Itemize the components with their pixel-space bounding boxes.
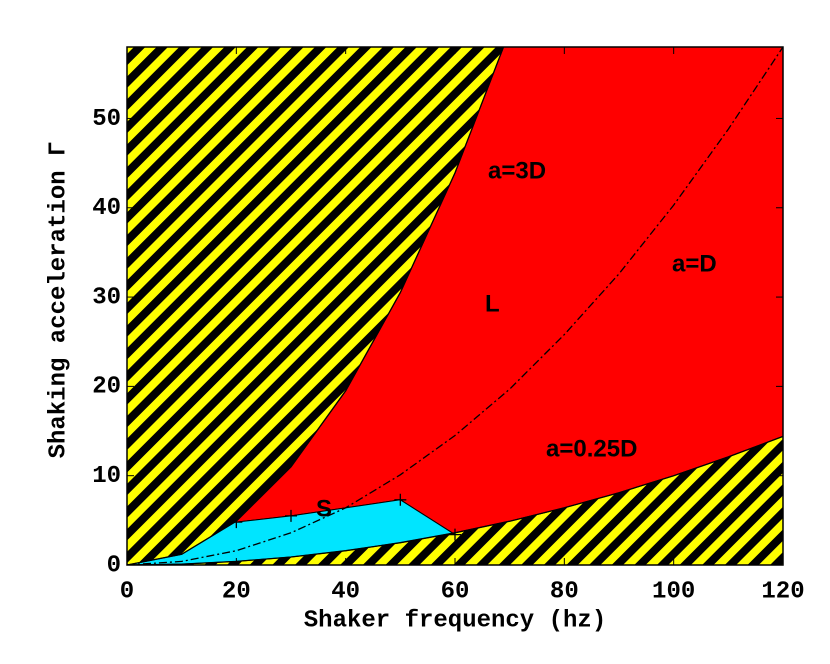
boundary-curve — [127, 47, 783, 565]
y-tick-label: 40 — [92, 195, 121, 222]
region-label: S — [316, 495, 332, 522]
curve-label: a=D — [672, 250, 717, 277]
curve-label: a=0.25D — [546, 435, 637, 462]
y-tick-label: 50 — [92, 106, 121, 133]
x-tick-label: 0 — [120, 578, 134, 605]
x-axis-label: Shaker frequency (hz) — [304, 607, 606, 634]
data-marker — [285, 509, 297, 522]
x-tick-label: 60 — [441, 578, 470, 605]
y-tick-label: 30 — [92, 284, 121, 311]
x-tick-label: 80 — [550, 578, 579, 605]
data-marker — [394, 493, 407, 506]
data-marker — [449, 528, 461, 541]
y-tick-label: 10 — [92, 463, 121, 490]
y-tick-label: 20 — [92, 374, 121, 401]
region-label: L — [485, 290, 500, 317]
x-tick-label: 40 — [331, 578, 360, 605]
data-marker — [230, 516, 243, 529]
x-tick-label: 20 — [222, 578, 251, 605]
x-tick-label: 120 — [761, 578, 804, 605]
y-tick-label: 0 — [107, 552, 121, 579]
curve-label: a=3D — [488, 157, 546, 184]
y-axis-label: Shaking acceleration Γ — [45, 142, 72, 459]
x-tick-label: 100 — [652, 578, 695, 605]
boundary-curve — [127, 47, 505, 565]
